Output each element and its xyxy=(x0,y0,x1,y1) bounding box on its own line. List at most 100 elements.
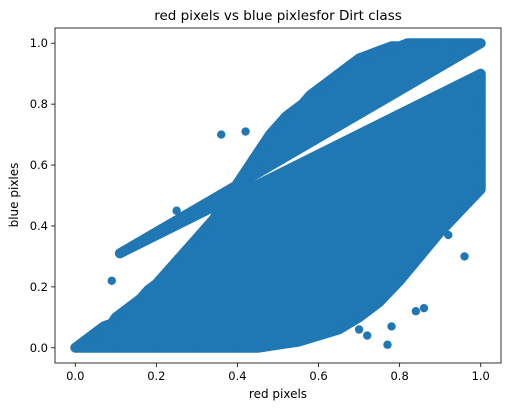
scatter-point xyxy=(241,167,249,175)
scatter-point xyxy=(254,344,262,352)
scatter-point xyxy=(144,286,152,294)
scatter-point xyxy=(420,39,428,47)
y-tick-label: 0.8 xyxy=(30,97,48,111)
scatter-point xyxy=(363,51,371,59)
scatter-point xyxy=(274,341,282,349)
scatter-point xyxy=(91,328,99,336)
scatter-point xyxy=(363,331,371,339)
scatter-point xyxy=(444,39,452,47)
scatter-point xyxy=(306,91,314,99)
scatter-point xyxy=(193,234,201,242)
scatter-point xyxy=(233,344,241,352)
scatter-point xyxy=(290,106,298,114)
x-tick-label: 1.0 xyxy=(472,369,490,383)
scatter-point xyxy=(477,185,485,193)
scatter-point xyxy=(383,341,391,349)
scatter-point xyxy=(456,207,464,215)
scatter-point xyxy=(136,295,144,303)
scatter-point xyxy=(217,203,225,211)
scatter-point xyxy=(217,130,225,138)
scatter-point xyxy=(160,270,168,278)
scatter-point xyxy=(266,130,274,138)
scatter-point xyxy=(331,73,339,81)
scatter-point xyxy=(371,48,379,56)
scatter-point xyxy=(335,325,343,333)
scatter-point xyxy=(91,344,99,352)
scatter-point xyxy=(193,344,201,352)
x-tick-label: 0.2 xyxy=(147,369,165,383)
scatter-point xyxy=(452,39,460,47)
scatter-point xyxy=(282,112,290,120)
scatter-point xyxy=(444,231,452,239)
scatter-point xyxy=(310,106,318,114)
scatter-point xyxy=(128,301,136,309)
y-tick-label: 0.4 xyxy=(30,219,48,233)
y-axis-label: blue pixles xyxy=(7,163,21,228)
scatter-point xyxy=(477,39,485,47)
scatter-point xyxy=(387,42,395,50)
scatter-point xyxy=(258,143,266,151)
scatter-point xyxy=(112,313,120,321)
scatter-point xyxy=(460,252,468,260)
scatter-point xyxy=(355,313,363,321)
scatter-point xyxy=(412,39,420,47)
scatter-point xyxy=(152,280,160,288)
dense-point-cloud xyxy=(75,43,480,348)
y-axis-ticks: 0.0 0.2 0.4 0.6 0.8 1.0 xyxy=(30,36,55,355)
scatter-point xyxy=(460,39,468,47)
scatter-point xyxy=(116,249,124,257)
scatter-point xyxy=(416,252,424,260)
scatter-point xyxy=(172,344,180,352)
scatter-point xyxy=(477,161,485,169)
scatter-point xyxy=(395,42,403,50)
y-tick-label: 0.0 xyxy=(30,341,48,355)
scatter-point xyxy=(294,337,302,345)
scatter-point xyxy=(355,54,363,62)
scatter-point xyxy=(132,344,140,352)
y-tick-label: 0.2 xyxy=(30,280,48,294)
scatter-point xyxy=(213,344,221,352)
x-tick-label: 0.6 xyxy=(309,369,327,383)
scatter-point xyxy=(112,344,120,352)
scatter-point xyxy=(152,344,160,352)
scatter-point xyxy=(322,100,330,108)
x-axis-label: red pixels xyxy=(249,387,307,401)
scatter-point xyxy=(477,100,485,108)
x-tick-label: 0.8 xyxy=(390,369,408,383)
y-tick-label: 1.0 xyxy=(30,36,48,50)
scatter-point xyxy=(249,155,257,163)
scatter-point xyxy=(83,334,91,342)
plot-area xyxy=(71,39,485,352)
scatter-point xyxy=(314,85,322,93)
scatter-point xyxy=(99,322,107,330)
scatter-point xyxy=(420,304,428,312)
scatter-point xyxy=(436,39,444,47)
x-tick-label: 0.0 xyxy=(66,369,84,383)
scatter-point xyxy=(120,307,128,315)
scatter-point xyxy=(274,121,282,129)
scatter-point xyxy=(404,39,412,47)
scatter-point xyxy=(209,216,217,224)
scatter-point xyxy=(322,79,330,87)
scatter-point xyxy=(468,39,476,47)
scatter-point xyxy=(339,66,347,74)
chart-title: red pixels vs blue pixlesfor Dirt class xyxy=(154,8,402,24)
scatter-point xyxy=(387,322,395,330)
scatter-point xyxy=(477,69,485,77)
y-tick-label: 0.6 xyxy=(30,158,48,172)
scatter-point xyxy=(314,331,322,339)
scatter-point xyxy=(379,45,387,53)
x-axis-ticks: 0.0 0.2 0.4 0.6 0.8 1.0 xyxy=(66,363,490,383)
scatter-point xyxy=(185,243,193,251)
scatter-point xyxy=(375,298,383,306)
scatter-point xyxy=(168,261,176,269)
scatter-point xyxy=(176,252,184,260)
scatter-points xyxy=(71,39,485,352)
scatter-point xyxy=(436,228,444,236)
x-tick-label: 0.4 xyxy=(228,369,246,383)
scatter-point xyxy=(477,130,485,138)
scatter-point xyxy=(298,100,306,108)
scatter-point xyxy=(412,307,420,315)
scatter-point xyxy=(241,127,249,135)
